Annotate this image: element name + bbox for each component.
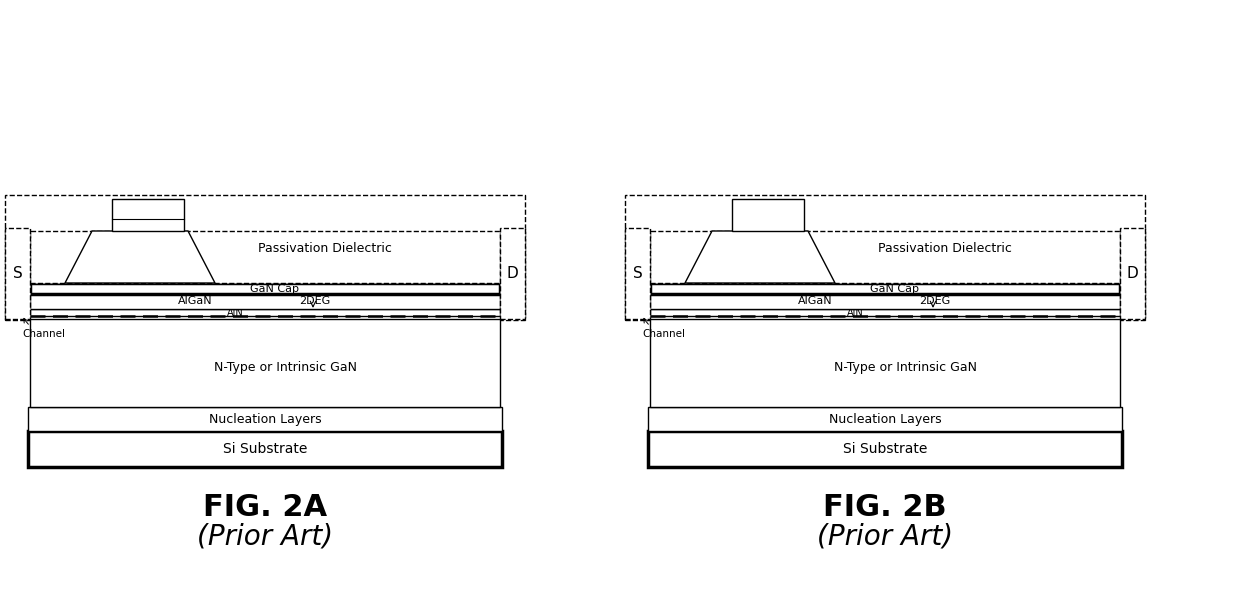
Bar <box>649 407 1122 431</box>
Bar <box>649 431 1122 467</box>
Bar <box>30 309 500 316</box>
Text: P-GaN: P-GaN <box>120 253 160 266</box>
Text: P-GaN: P-GaN <box>740 253 780 266</box>
Bar <box>650 309 1120 316</box>
Bar <box>5 195 525 320</box>
Text: Channel: Channel <box>642 318 684 339</box>
Text: AlGaN: AlGaN <box>797 296 832 307</box>
Text: Nucleation Layers: Nucleation Layers <box>208 412 321 425</box>
Text: Si Substrate: Si Substrate <box>843 442 928 456</box>
Text: (Prior Art): (Prior Art) <box>817 523 954 551</box>
Text: Gate: Gate <box>751 206 785 220</box>
Text: Passivation Dielectric: Passivation Dielectric <box>258 242 392 255</box>
Bar <box>625 228 650 319</box>
Bar <box>30 294 500 309</box>
Text: N-Type or Intrinsic GaN: N-Type or Intrinsic GaN <box>833 361 977 374</box>
Text: AlN: AlN <box>847 307 863 318</box>
Bar <box>29 431 502 467</box>
Text: Passivation Dielectric: Passivation Dielectric <box>878 242 1012 255</box>
Bar <box>500 228 525 319</box>
Text: FIG. 2B: FIG. 2B <box>823 493 947 521</box>
Text: Gate: Gate <box>133 201 164 214</box>
Bar <box>30 283 500 294</box>
Text: (Prior Art): (Prior Art) <box>197 523 334 551</box>
Polygon shape <box>64 231 215 283</box>
Bar <box>650 294 1120 309</box>
Bar <box>650 319 1120 407</box>
Text: D: D <box>1127 266 1138 281</box>
Bar <box>732 199 804 231</box>
Text: Nucleation Layers: Nucleation Layers <box>828 412 941 425</box>
Text: 2DEG: 2DEG <box>919 296 951 307</box>
Text: GaN Cap: GaN Cap <box>870 283 920 294</box>
Text: D: D <box>507 266 518 281</box>
Bar <box>625 195 1145 320</box>
Text: Dielectric: Dielectric <box>128 221 169 230</box>
Bar <box>112 199 184 231</box>
Text: 2DEG: 2DEG <box>299 296 331 307</box>
Text: S: S <box>632 266 642 281</box>
Text: Si Substrate: Si Substrate <box>223 442 308 456</box>
Text: GaN Cap: GaN Cap <box>250 283 300 294</box>
Bar <box>650 283 1120 294</box>
Text: FIG. 2A: FIG. 2A <box>203 493 327 521</box>
Text: AlN: AlN <box>227 307 243 318</box>
Bar <box>30 319 500 407</box>
Text: AlGaN: AlGaN <box>177 296 212 307</box>
Bar <box>29 407 502 431</box>
Polygon shape <box>684 231 835 283</box>
Bar <box>30 231 500 283</box>
Text: N-Type or Intrinsic GaN: N-Type or Intrinsic GaN <box>213 361 357 374</box>
Bar <box>5 228 30 319</box>
Text: S: S <box>12 266 22 281</box>
Bar <box>650 231 1120 283</box>
Bar <box>1120 228 1145 319</box>
Text: Channel: Channel <box>22 318 64 339</box>
